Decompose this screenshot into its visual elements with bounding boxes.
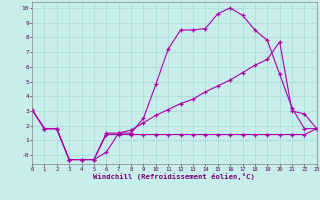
X-axis label: Windchill (Refroidissement éolien,°C): Windchill (Refroidissement éolien,°C)	[93, 173, 255, 180]
